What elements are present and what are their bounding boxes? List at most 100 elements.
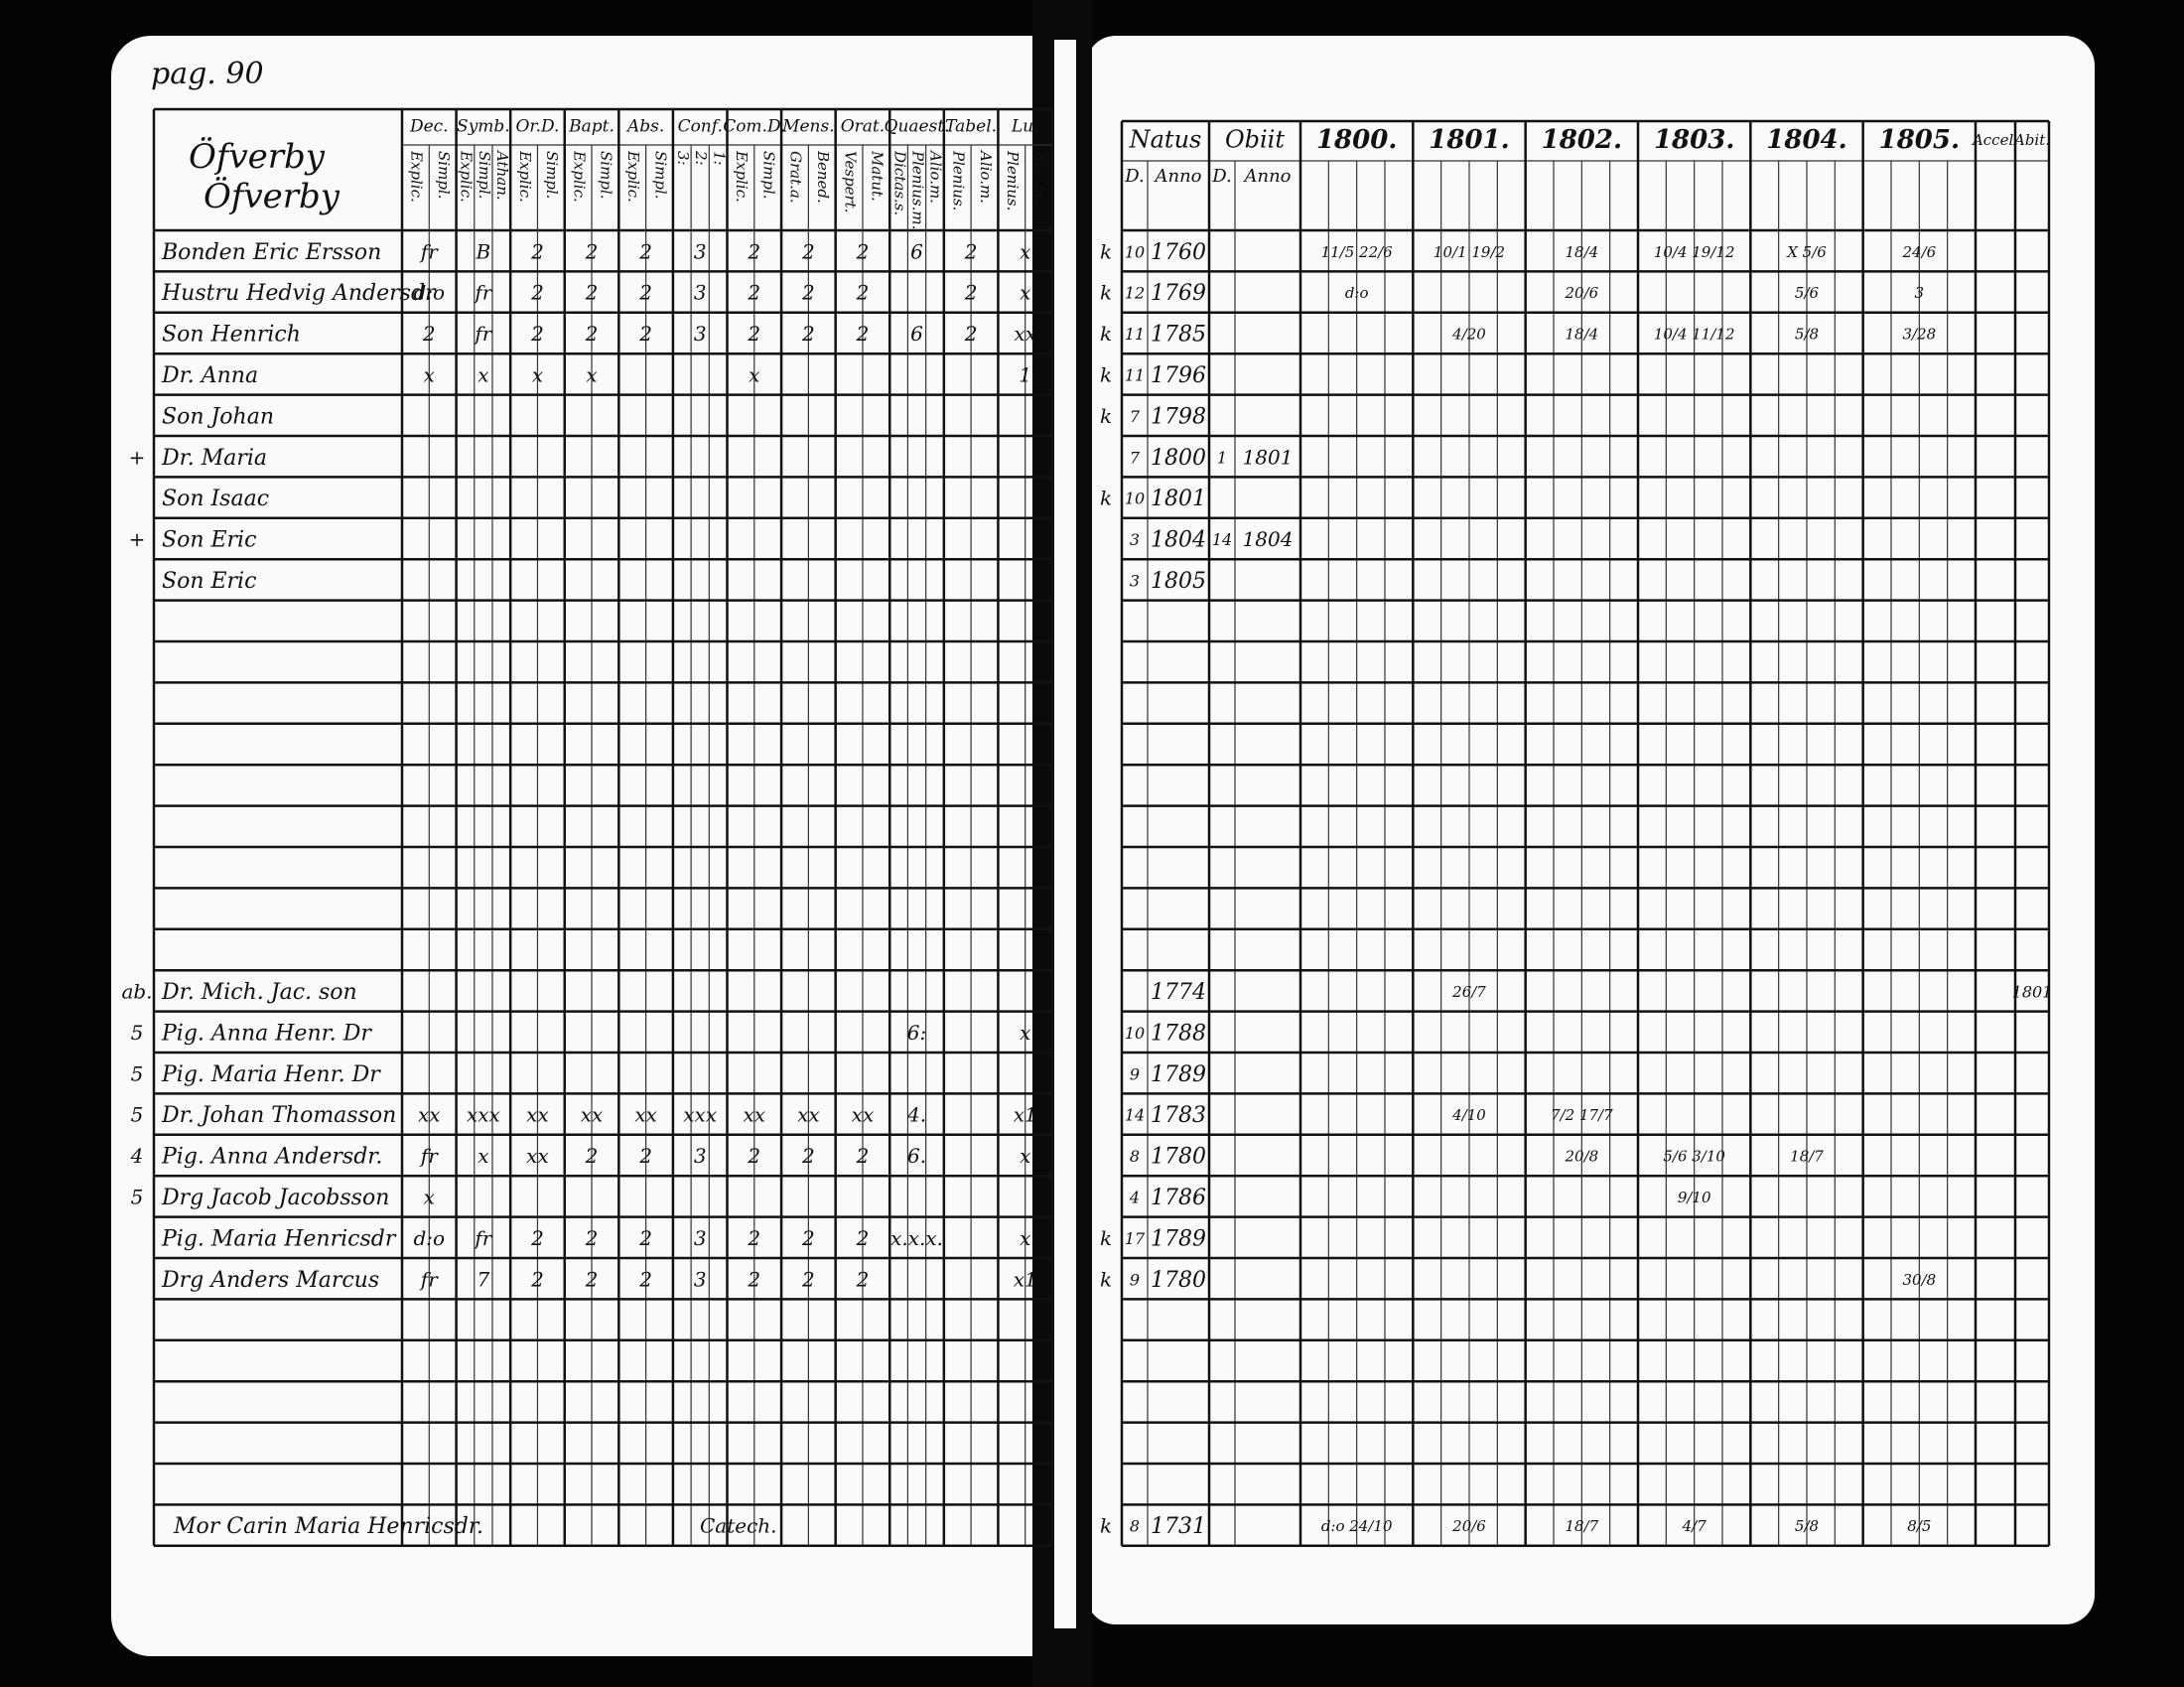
year-entry: 20/6 bbox=[1564, 284, 1598, 302]
year-entry: 30/8 bbox=[1902, 1271, 1936, 1289]
birth-year: 1804 bbox=[1151, 528, 1206, 553]
cell-mark: 2 bbox=[856, 239, 870, 263]
column-sub: Athan. bbox=[493, 149, 511, 201]
year-header: 1801. bbox=[1429, 125, 1509, 155]
cell-mark: 2 bbox=[801, 1267, 815, 1291]
cell-mark: d:o bbox=[413, 281, 445, 305]
birth-year: 1786 bbox=[1151, 1186, 1206, 1210]
column-sub: Plenius. bbox=[949, 150, 967, 211]
column-group: Mens. bbox=[781, 117, 835, 137]
birth-year: 1798 bbox=[1151, 404, 1206, 429]
cell-mark: 3 bbox=[694, 1267, 707, 1291]
birth-day: 10 bbox=[1125, 490, 1145, 508]
cell-mark: 2 bbox=[585, 322, 599, 346]
year-entry: X 5/6 bbox=[1786, 243, 1827, 261]
column-sub: 3: bbox=[674, 151, 692, 166]
year-entry: 5/6 bbox=[1795, 284, 1820, 302]
year-entry: 11/5 22/6 bbox=[1321, 243, 1394, 261]
cell-mark: 2 bbox=[530, 322, 544, 346]
column-sub: Vespert. bbox=[841, 151, 859, 212]
cell-mark: 2 bbox=[530, 239, 544, 263]
column-group: Bapt. bbox=[568, 117, 614, 137]
person-name: Pig. Anna Andersdr. bbox=[161, 1145, 382, 1170]
column-sub: Simpl. bbox=[543, 151, 561, 199]
year-entry: 3/28 bbox=[1902, 326, 1936, 344]
year-entry: 10/1 19/2 bbox=[1433, 243, 1505, 261]
person-name: Son Eric bbox=[162, 569, 256, 594]
margin-mark: + bbox=[129, 527, 146, 551]
margin-mark: k bbox=[1100, 487, 1112, 510]
cell-mark: 2 bbox=[801, 281, 815, 305]
cell-mark: 2 bbox=[856, 1267, 870, 1291]
column-sub: Simpl. bbox=[476, 151, 493, 199]
cell-mark: xxx bbox=[467, 1103, 500, 1127]
birth-year: 1785 bbox=[1151, 323, 1206, 348]
cell-mark: 7 bbox=[478, 1267, 490, 1291]
person-name: Pig. Maria Henr. Dr bbox=[161, 1062, 381, 1087]
column-sub: Plenius.m. bbox=[909, 150, 927, 229]
left-page-edge bbox=[1054, 40, 1076, 1628]
cell-mark: 2 bbox=[747, 239, 760, 263]
birth-year: 1780 bbox=[1151, 1145, 1206, 1170]
birth-year: 1789 bbox=[1151, 1226, 1206, 1251]
person-name: Pig. Maria Henricsdr bbox=[161, 1226, 397, 1251]
column-sub: Explic. bbox=[516, 150, 534, 203]
column-sub: Alio.m. bbox=[977, 149, 995, 204]
birth-year: 1780 bbox=[1151, 1268, 1206, 1293]
cell-mark: x1 bbox=[1014, 1103, 1037, 1127]
margin-mark: k bbox=[1100, 362, 1112, 386]
margin-mark: k bbox=[1100, 404, 1112, 428]
cell-mark: x.x.x. bbox=[890, 1226, 943, 1250]
page-number: pag. 90 bbox=[151, 57, 264, 91]
person-name: Dr. Anna bbox=[161, 363, 258, 388]
cell-mark: 3 bbox=[694, 322, 707, 346]
column-sub: Explic. bbox=[733, 150, 751, 203]
column-sub: Explic. bbox=[408, 150, 426, 203]
cell-mark: xx bbox=[526, 1103, 549, 1127]
year-entry: 4/20 bbox=[1451, 326, 1486, 344]
birth-year: 1801 bbox=[1151, 487, 1206, 511]
birth-day: 9 bbox=[1130, 1270, 1140, 1289]
column-sub: Explic. bbox=[458, 150, 476, 203]
margin-mark: ab. bbox=[121, 979, 152, 1003]
cell-mark: 2 bbox=[747, 281, 760, 305]
margin-mark: + bbox=[129, 445, 146, 469]
margin-mark: k bbox=[1100, 281, 1112, 305]
birth-day: 10 bbox=[1125, 242, 1145, 261]
cell-mark: 2 bbox=[585, 239, 599, 263]
column-sub: Explic. bbox=[570, 150, 588, 203]
person-name: Son Eric bbox=[162, 528, 256, 553]
cell-mark: x bbox=[1020, 239, 1030, 263]
column-group: Conf. bbox=[678, 117, 723, 137]
cell-mark: 2 bbox=[638, 1144, 652, 1168]
year-header: 1800. bbox=[1316, 125, 1397, 155]
margin-mark: 5 bbox=[131, 1061, 144, 1085]
cell-mark: 2 bbox=[856, 1226, 870, 1250]
birth-day: 11 bbox=[1125, 325, 1145, 344]
cell-mark: 6 bbox=[910, 239, 923, 263]
column-group: Dec. bbox=[409, 117, 449, 137]
year-header: 1804. bbox=[1766, 125, 1846, 155]
column-sub: 1: bbox=[710, 151, 728, 166]
birth-day: 8 bbox=[1130, 1147, 1140, 1166]
cell-mark: 3 bbox=[694, 1226, 707, 1250]
person-name: Hustru Hedvig Andersdr bbox=[161, 281, 437, 306]
cell-mark: x bbox=[749, 362, 759, 386]
natus-label: Natus bbox=[1129, 126, 1202, 154]
cell-mark: 6 bbox=[910, 322, 923, 346]
year-entry: 18/7 bbox=[1565, 1517, 1598, 1535]
natus-sub: Anno bbox=[1153, 166, 1201, 187]
cell-mark: 3 bbox=[694, 239, 707, 263]
birth-year: 1760 bbox=[1151, 240, 1206, 265]
year-entry: 8/5 bbox=[1907, 1517, 1931, 1535]
year-entry: 18/4 bbox=[1565, 326, 1598, 344]
right-page bbox=[1086, 36, 2095, 1624]
column-group: Or.D. bbox=[515, 117, 559, 137]
birth-day: 17 bbox=[1125, 1229, 1146, 1248]
column-group: Com.D. bbox=[723, 117, 785, 137]
cell-mark: 2 bbox=[801, 322, 815, 346]
cell-mark: fr bbox=[419, 1267, 439, 1291]
cell-mark: 2 bbox=[964, 281, 978, 305]
birth-day: 3 bbox=[1130, 530, 1140, 549]
